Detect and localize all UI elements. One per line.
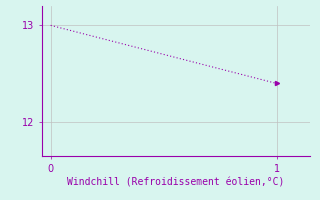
X-axis label: Windchill (Refroidissement éolien,°C): Windchill (Refroidissement éolien,°C) — [67, 178, 285, 188]
